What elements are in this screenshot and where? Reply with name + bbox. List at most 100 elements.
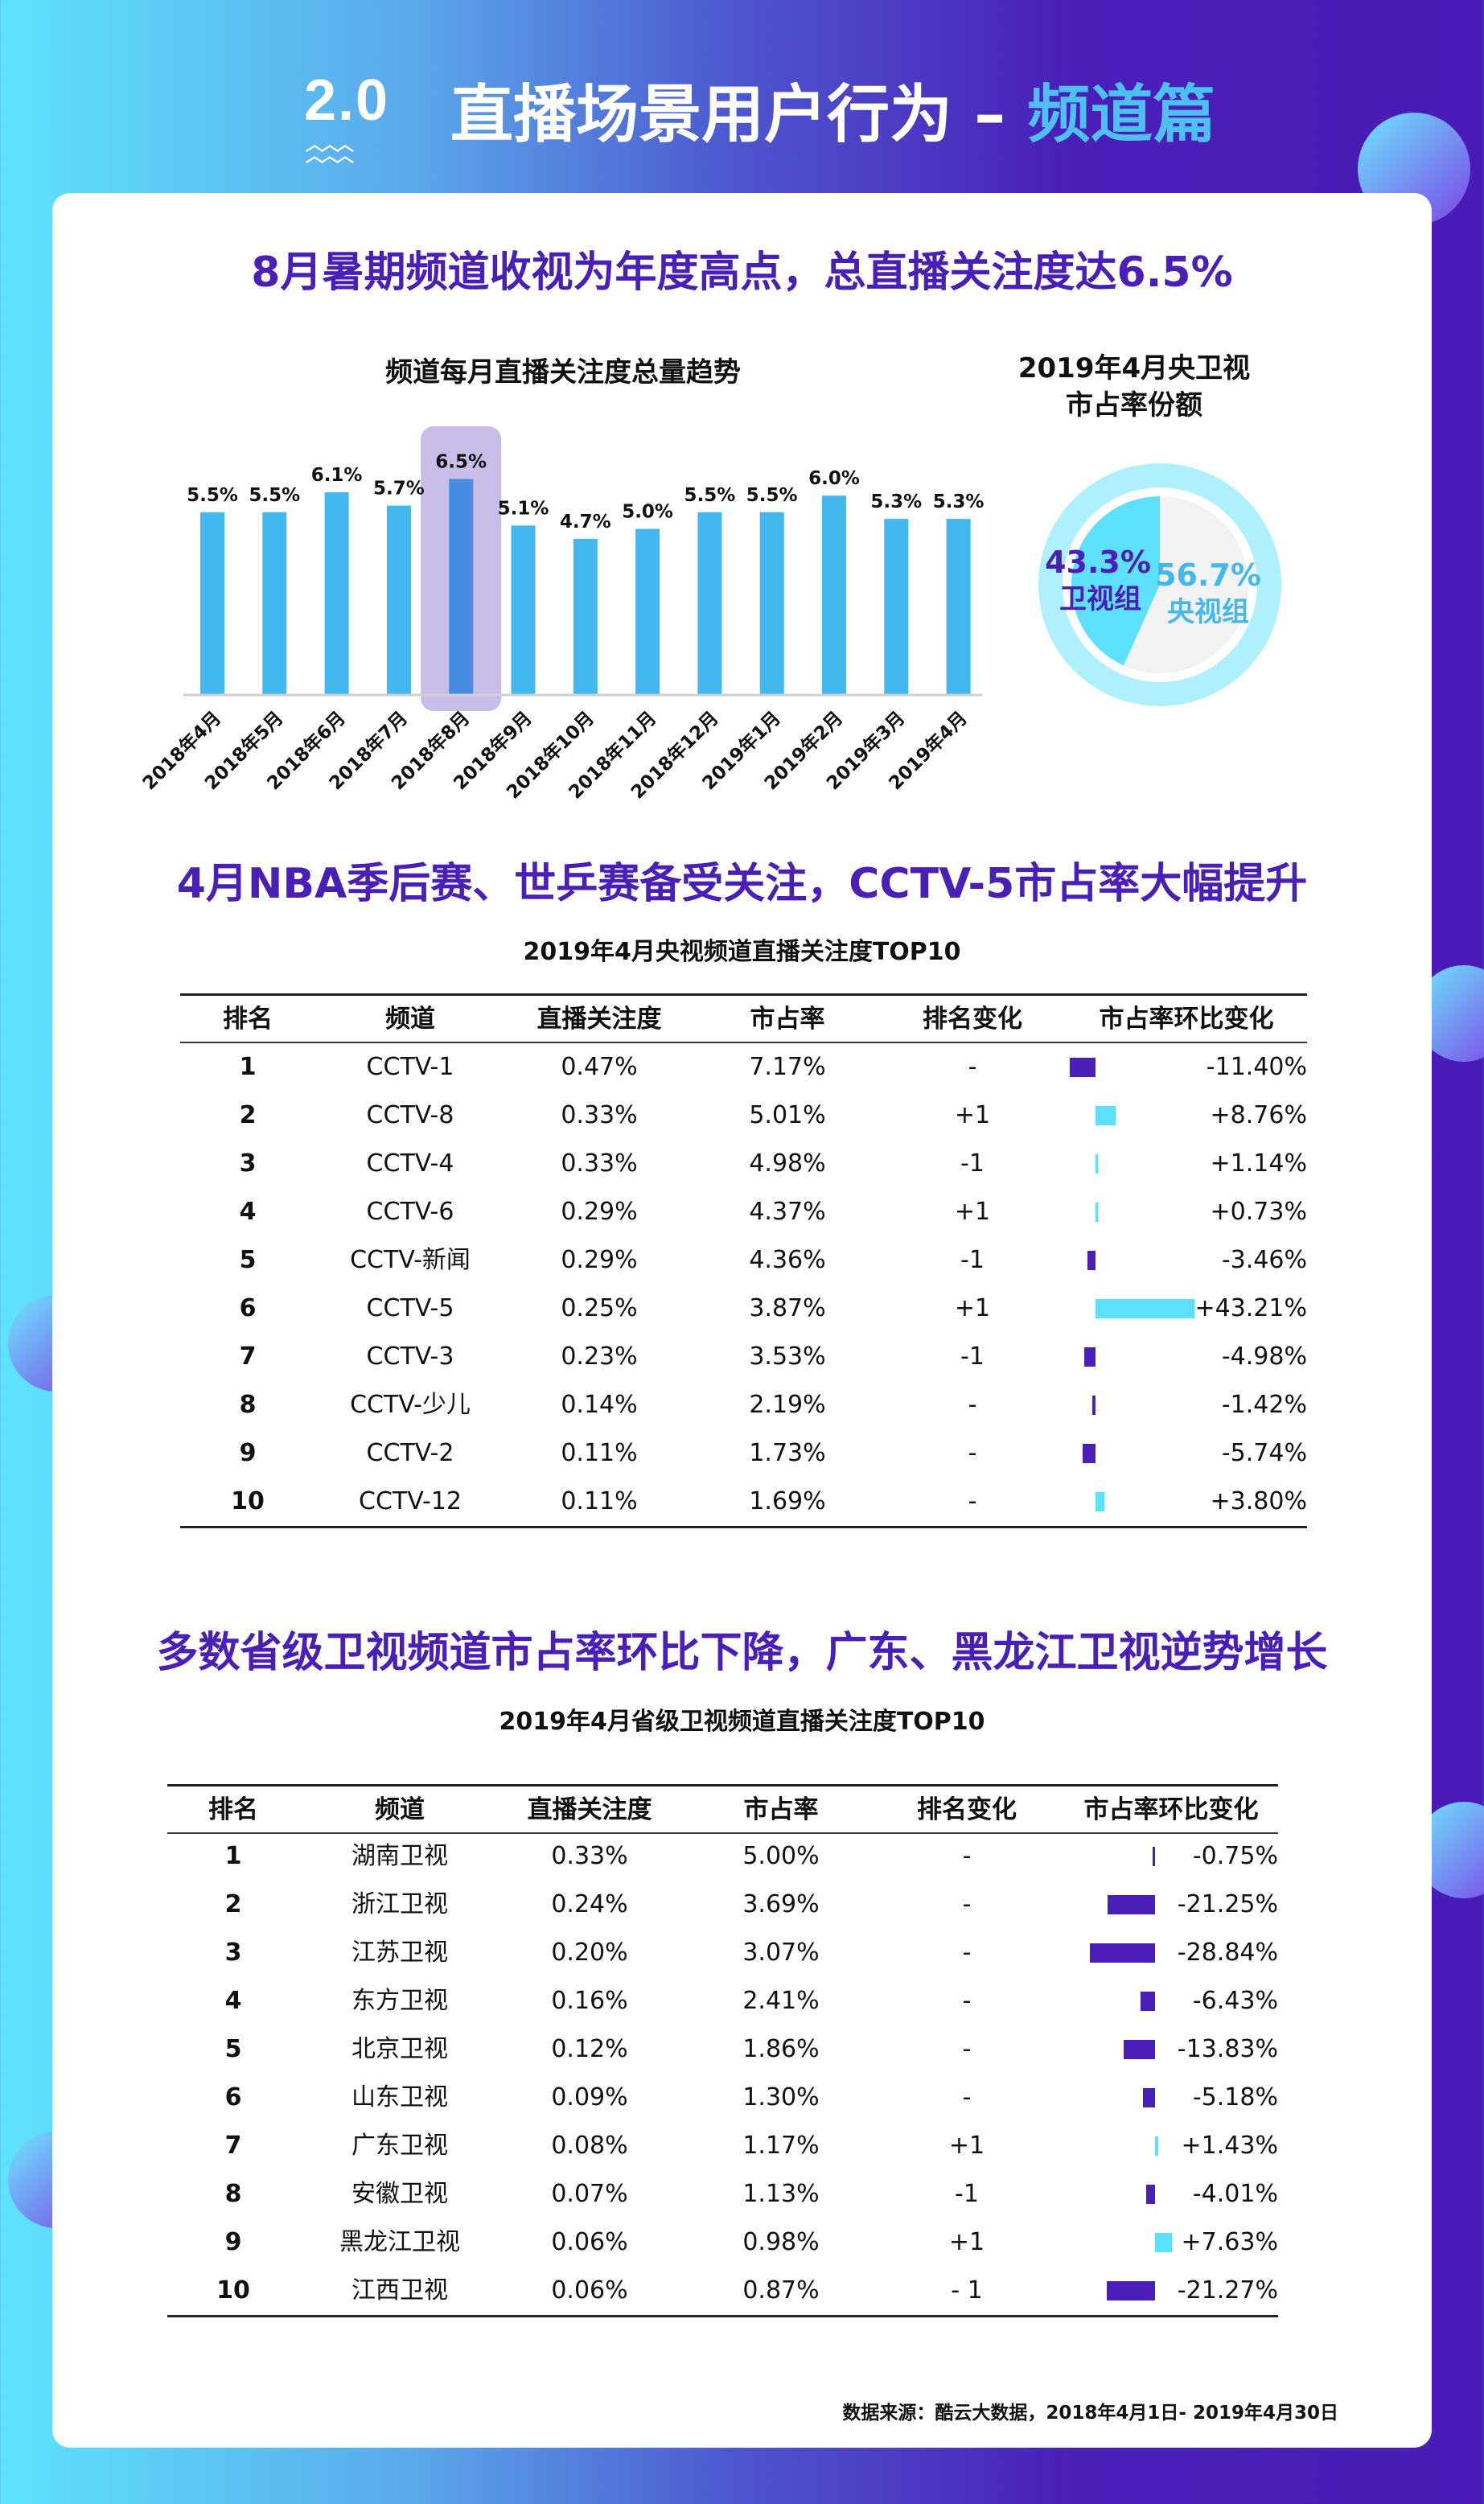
table-cell-rank_change: -: [962, 1987, 972, 2015]
table-cell-channel: CCTV-2: [366, 1439, 454, 1467]
table-cell-rank: 10: [231, 1487, 265, 1515]
share-change-bar: [1145, 2185, 1155, 2204]
table-cell-rank_change: -: [962, 2035, 972, 2063]
table-cell-rank_change: +1: [954, 1294, 991, 1322]
table-cell-rank: 10: [216, 2276, 250, 2305]
column-header: 市占率环比变化: [1083, 1795, 1259, 1824]
bar-data-label: 6.0%: [808, 468, 860, 489]
share-change-bar: [1153, 1847, 1155, 1866]
share-change-bar: [1155, 2233, 1173, 2252]
table-cell-attention: 0.06%: [551, 2228, 628, 2256]
bar-2019年3月: [884, 519, 909, 695]
bar-data-label: 6.1%: [311, 465, 363, 486]
table-cell-rank: 3: [224, 1939, 242, 1967]
column-header: 市占率: [750, 1005, 825, 1034]
share-change-bar: [1096, 1106, 1116, 1125]
table-cell-rank_change: - 1: [951, 2276, 983, 2305]
share-change-bar: [1155, 2136, 1158, 2156]
table-cell-share-change: -4.98%: [1221, 1342, 1307, 1371]
table-cell-attention: 0.33%: [551, 1842, 628, 1870]
table-cell-channel: 山东卫视: [351, 2083, 448, 2111]
table-cell-share: 1.73%: [749, 1439, 826, 1467]
bar-data-label: 6.5%: [435, 452, 487, 473]
table-cell-attention: 0.11%: [561, 1439, 638, 1467]
pie-title-line1: 2019年4月央卫视: [1017, 352, 1251, 384]
table-cell-rank_change: -: [962, 1939, 972, 1967]
share-change-bar: [1107, 2281, 1155, 2300]
table-cell-attention: 0.06%: [551, 2276, 628, 2305]
pie-title-line2: 市占率份额: [1066, 389, 1202, 421]
table-cell-attention: 0.07%: [551, 2180, 628, 2208]
table-cell-share-change: +7.63%: [1181, 2228, 1278, 2256]
cctv-table-title: 2019年4月央视频道直播关注度TOP10: [523, 938, 961, 966]
table-cell-rank_change: -1: [960, 1342, 985, 1371]
table-cell-rank_change: -: [968, 1053, 977, 1081]
wave-icon: ︿︿︿ ︿︿︿: [306, 135, 354, 167]
bar-2018年9月: [511, 525, 536, 695]
table-cell-share-change: -13.83%: [1177, 2035, 1278, 2063]
table-cell-channel: 北京卫视: [351, 2035, 448, 2063]
table-cell-channel: CCTV-3: [366, 1342, 454, 1371]
table-cell-share: 0.87%: [742, 2276, 820, 2305]
table-cell-rank: 4: [239, 1198, 257, 1226]
table-top-rule: [167, 1784, 1278, 1787]
bar-2018年11月: [635, 528, 660, 695]
table-cell-rank_change: -1: [960, 1149, 985, 1178]
share-change-bar: [1091, 1396, 1096, 1415]
table-bottom-rule: [167, 2315, 1278, 2317]
table-cell-rank: 8: [224, 2180, 242, 2208]
table-cell-share-change: -21.27%: [1177, 2276, 1278, 2305]
table-cell-rank_change: +1: [948, 2228, 985, 2256]
pie-chart-title: 2019年4月央卫视 市占率份额: [933, 350, 1335, 424]
table-cell-attention: 0.09%: [551, 2083, 628, 2111]
page-title-highlight: 频道篇: [1027, 79, 1216, 151]
table-cell-rank: 7: [239, 1342, 257, 1371]
bar-data-label: 5.5%: [684, 485, 736, 506]
column-header: 频道: [375, 1795, 425, 1824]
share-change-bar: [1140, 1992, 1155, 2011]
table-cell-attention: 0.33%: [561, 1149, 638, 1178]
bar-data-label: 5.7%: [373, 479, 425, 500]
logo-number: 2.0: [304, 68, 390, 133]
table-cell-attention: 0.12%: [551, 2035, 628, 2063]
table-cell-share: 2.19%: [749, 1391, 826, 1419]
table-cell-channel: 东方卫视: [351, 1987, 448, 2015]
column-header: 频道: [385, 1005, 435, 1034]
table-cell-rank: 5: [239, 1246, 257, 1274]
share-change-bar: [1124, 2040, 1155, 2059]
data-source-note: 数据来源：酷云大数据，2018年4月1日- 2019年4月30日: [842, 2403, 1338, 2424]
share-change-bar: [1069, 1058, 1096, 1077]
section3-heading: 多数省级卫视频道市占率环比下降，广东、黑龙江卫视逆势增长: [156, 1629, 1328, 1677]
table-cell-channel: 广东卫视: [351, 2132, 448, 2160]
bar-2018年6月: [324, 492, 349, 695]
table-cell-rank_change: -: [962, 1842, 972, 1870]
table-cell-share-change: +1.43%: [1181, 2132, 1278, 2160]
table-cell-attention: 0.24%: [551, 1890, 628, 1918]
table-header-rule: [180, 1042, 1307, 1043]
table-cell-attention: 0.29%: [561, 1246, 638, 1274]
pie-slice-cctv: [1124, 496, 1249, 673]
table-cell-share: 1.30%: [742, 2083, 820, 2111]
column-header: 市占率: [743, 1795, 819, 1824]
table-cell-rank: 1: [224, 1842, 242, 1870]
monthly-attention-bar-chart: 5.5%2018年4月5.5%2018年5月6.1%2018年6月5.7%201…: [138, 426, 1281, 804]
table-cell-share: 4.36%: [749, 1246, 826, 1274]
table-cell-share: 1.17%: [742, 2132, 820, 2160]
table-cell-attention: 0.16%: [551, 1987, 628, 2015]
table-cell-share-change: -4.01%: [1192, 2180, 1278, 2208]
column-header: 排名: [223, 1005, 273, 1034]
bar-data-label: 5.5%: [746, 485, 798, 506]
pie-value-label: 43.3%: [1045, 545, 1151, 580]
table-cell-rank: 3: [239, 1149, 257, 1178]
table-cell-share-change: -28.84%: [1177, 1939, 1278, 1967]
table-cell-share: 1.13%: [742, 2180, 820, 2208]
table-cell-share-change: -21.25%: [1177, 1890, 1278, 1918]
table-cell-share: 1.69%: [749, 1487, 826, 1515]
section2-heading: 4月NBA季后赛、世乒赛备受关注，CCTV-5市占率大幅提升: [176, 860, 1308, 908]
table-cell-attention: 0.33%: [561, 1101, 638, 1129]
section-logo: 2.0 ︿︿︿ ︿︿︿: [304, 68, 405, 169]
table-cell-channel: 湖南卫视: [351, 1842, 448, 1870]
table-cell-attention: 0.08%: [551, 2132, 628, 2160]
table-cell-share: 0.98%: [742, 2228, 820, 2256]
table-cell-channel: 黑龙江卫视: [339, 2228, 460, 2256]
